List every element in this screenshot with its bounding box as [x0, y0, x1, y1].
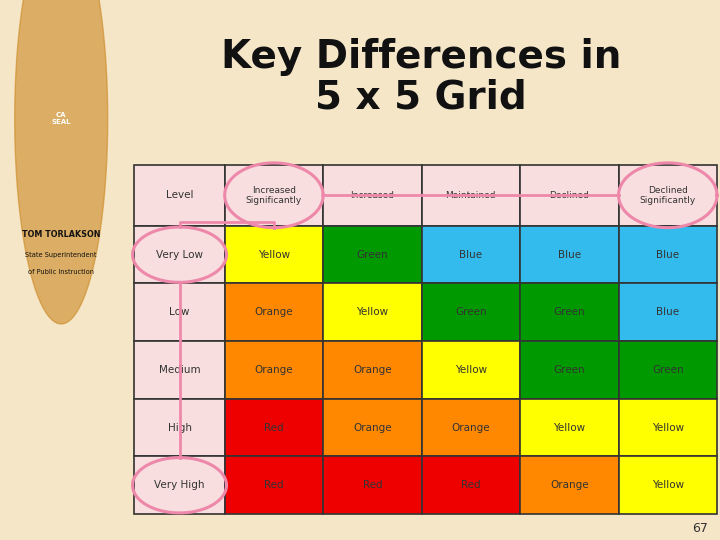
Bar [225, 284, 323, 341]
Bar [135, 341, 225, 399]
Text: Yellow: Yellow [258, 249, 290, 260]
Text: Yellow: Yellow [356, 307, 388, 318]
Text: Green: Green [455, 307, 487, 318]
Bar [135, 165, 225, 226]
Bar [135, 284, 225, 341]
Bar [520, 456, 618, 514]
Text: Increased
Significantly: Increased Significantly [246, 186, 302, 205]
Text: Red: Red [264, 423, 284, 433]
Text: Blue: Blue [656, 307, 680, 318]
Text: Orange: Orange [353, 423, 392, 433]
Bar [618, 165, 717, 226]
Text: TOM TORLAKSON: TOM TORLAKSON [22, 231, 101, 239]
Text: Declined
Significantly: Declined Significantly [639, 186, 696, 205]
Bar [135, 226, 225, 284]
Text: Orange: Orange [255, 365, 293, 375]
Bar [225, 399, 323, 456]
Text: Blue: Blue [558, 249, 581, 260]
Bar [422, 456, 520, 514]
Bar [520, 165, 618, 226]
Bar [323, 226, 422, 284]
Text: Blue: Blue [656, 249, 680, 260]
Bar [225, 226, 323, 284]
Bar [520, 226, 618, 284]
Bar [323, 456, 422, 514]
Bar [618, 456, 717, 514]
Text: Very High: Very High [154, 480, 204, 490]
Text: Blue: Blue [459, 249, 482, 260]
Bar [323, 341, 422, 399]
Text: of Public Instruction: of Public Instruction [28, 268, 94, 275]
Bar [520, 341, 618, 399]
Text: Green: Green [356, 249, 388, 260]
Text: State Superintendent: State Superintendent [25, 252, 97, 258]
Bar [422, 226, 520, 284]
Text: Yellow: Yellow [455, 365, 487, 375]
Text: Low: Low [169, 307, 190, 318]
Bar [225, 165, 323, 226]
Text: Yellow: Yellow [652, 423, 684, 433]
Text: Orange: Orange [550, 480, 589, 490]
Bar [135, 399, 225, 456]
Text: Key Differences in: Key Differences in [221, 38, 621, 76]
Bar [135, 456, 225, 514]
Text: 67: 67 [692, 522, 708, 535]
Bar [618, 399, 717, 456]
Bar [618, 341, 717, 399]
Text: Red: Red [264, 480, 284, 490]
Text: Orange: Orange [353, 365, 392, 375]
Text: Increased: Increased [351, 191, 395, 200]
Text: Level: Level [166, 190, 193, 200]
Bar [520, 284, 618, 341]
Text: Yellow: Yellow [652, 480, 684, 490]
Bar [225, 341, 323, 399]
Text: Orange: Orange [255, 307, 293, 318]
Text: Green: Green [554, 307, 585, 318]
Bar [422, 399, 520, 456]
Bar [422, 165, 520, 226]
Bar [520, 399, 618, 456]
Text: CA
SEAL: CA SEAL [51, 112, 71, 125]
Text: Declined: Declined [549, 191, 589, 200]
Text: Orange: Orange [451, 423, 490, 433]
Text: Medium: Medium [158, 365, 200, 375]
Bar [618, 284, 717, 341]
Text: High: High [168, 423, 192, 433]
Bar [618, 226, 717, 284]
Bar [323, 165, 422, 226]
Polygon shape [14, 0, 108, 324]
Text: Yellow: Yellow [553, 423, 585, 433]
Text: Maintained: Maintained [446, 191, 496, 200]
Bar [225, 456, 323, 514]
Text: Red: Red [363, 480, 382, 490]
Bar [323, 284, 422, 341]
Bar [323, 399, 422, 456]
Bar [422, 284, 520, 341]
Text: Green: Green [554, 365, 585, 375]
Text: Very Low: Very Low [156, 249, 203, 260]
Bar [422, 341, 520, 399]
Text: 5 x 5 Grid: 5 x 5 Grid [315, 78, 527, 116]
Text: Green: Green [652, 365, 683, 375]
Text: Red: Red [461, 480, 481, 490]
